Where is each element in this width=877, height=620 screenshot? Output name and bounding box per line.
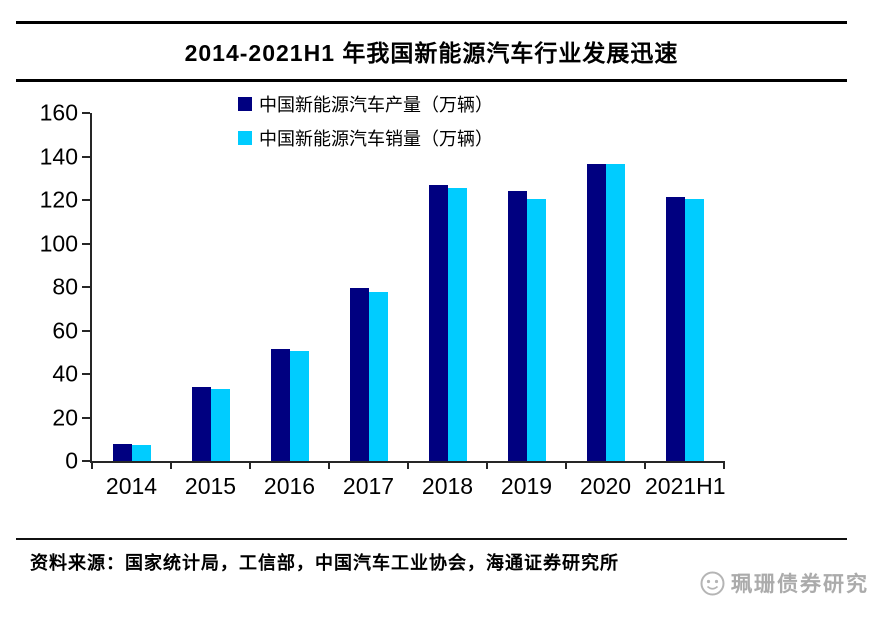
x-axis-tick: [644, 461, 646, 469]
y-axis-label: 0: [65, 447, 78, 474]
legend-item-1: 中国新能源汽车销量（万辆）: [238, 129, 493, 149]
bar-group-2016: [250, 113, 329, 461]
x-axis-label: 2018: [421, 473, 474, 499]
chart-legend: 中国新能源汽车产量（万辆） 中国新能源汽车销量（万辆）: [238, 95, 493, 163]
x-axis-label: 2015: [184, 473, 237, 499]
bar-group-2021H1: [645, 113, 724, 461]
watermark-face-icon: [700, 571, 725, 595]
y-axis-tick: [82, 416, 90, 419]
bar-group-2019: [487, 113, 566, 461]
watermark-text: 珮珊债券研究: [731, 573, 869, 596]
bar: [605, 163, 625, 461]
plot-area: 0 20 40 60 80 100 120 140 160 2014 2015 2016 2017 201…: [40, 101, 726, 498]
y-axis-tick: [82, 329, 90, 332]
watermark: 珮珊债券研究: [699, 568, 869, 598]
legend-swatch-icon: [238, 131, 252, 145]
bar-group-2017: [329, 113, 408, 461]
x-axis-tick: [170, 461, 172, 469]
chart-title-box: 2014-2021H1 年我国新能源汽车行业发展迅速: [16, 21, 847, 82]
y-axis-label: 40: [52, 360, 78, 387]
x-axis-label: 2014: [105, 473, 158, 499]
bar: [665, 196, 685, 461]
x-axis-tick: [91, 461, 93, 469]
bar: [112, 443, 132, 461]
bar: [428, 184, 448, 461]
bar: [368, 292, 388, 461]
x-axis-tick: [407, 461, 409, 469]
y-axis-tick: [82, 373, 90, 375]
y-axis-tick: [82, 242, 90, 245]
y-axis-label: 60: [52, 317, 78, 343]
bar-group-2015: [171, 113, 250, 461]
legend-item-0: 中国新能源汽车产量（万辆）: [238, 95, 493, 115]
bar: [289, 350, 309, 461]
bar: [191, 387, 211, 461]
bar-group-2014: [92, 113, 171, 461]
y-axis-tick: [82, 155, 90, 158]
bar: [270, 348, 290, 461]
x-axis-label: 2020: [579, 473, 632, 499]
bar-group-2020: [566, 113, 645, 461]
bar: [526, 198, 546, 461]
y-axis-tick: [82, 199, 90, 201]
y-axis-tick: [82, 460, 90, 462]
y-axis-label: 140: [39, 143, 78, 169]
bar: [447, 187, 467, 461]
y-axis-label: 160: [39, 99, 78, 126]
bar-group-2018: [408, 113, 487, 461]
x-axis-label: 2016: [263, 473, 316, 499]
y-axis-tick: [82, 286, 90, 288]
bar: [684, 198, 704, 461]
legend-label: 中国新能源汽车销量（万辆）: [259, 129, 493, 149]
bar: [210, 389, 230, 461]
bar: [586, 163, 606, 461]
y-axis-tick: [82, 112, 90, 114]
legend-swatch-icon: [238, 97, 252, 111]
legend-label: 中国新能源汽车产量（万辆）: [259, 95, 493, 115]
y-axis-label: 80: [52, 273, 78, 300]
bar: [507, 190, 527, 461]
x-axis-label: 2021H1: [645, 473, 726, 499]
x-axis-label: 2017: [342, 473, 395, 499]
y-axis-label: 100: [39, 230, 78, 256]
x-axis-tick: [723, 461, 725, 469]
x-axis-label: 2019: [500, 473, 553, 499]
footer-divider: [16, 538, 847, 540]
x-axis-tick: [328, 461, 330, 469]
source-note: 资料来源：国家统计局，工信部，中国汽车工业协会，海通证券研究所: [30, 553, 619, 573]
x-axis-tick: [565, 461, 567, 469]
y-axis-label: 20: [52, 404, 78, 430]
bar: [131, 444, 151, 461]
x-axis-tick: [486, 461, 488, 469]
x-axis-tick: [249, 461, 251, 469]
y-axis-label: 120: [39, 186, 78, 213]
bar: [349, 288, 369, 461]
chart-title: 2014-2021H1 年我国新能源汽车行业发展迅速: [184, 40, 679, 66]
